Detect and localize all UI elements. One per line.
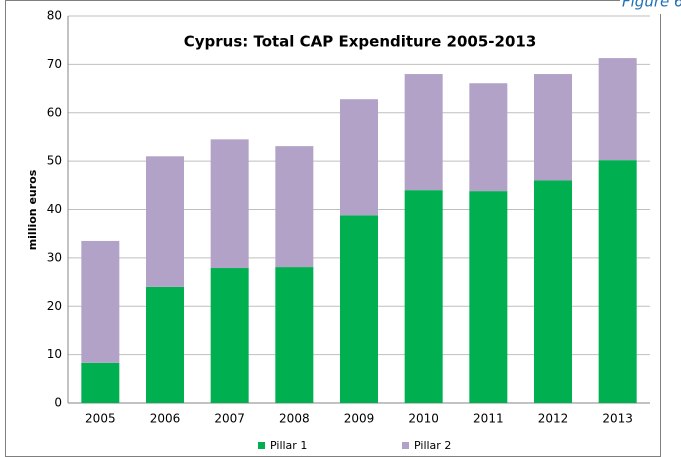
x-tick-label: 2013 [602, 412, 633, 426]
figure-label: Figure 6 [622, 0, 681, 11]
x-tick-label: 2005 [85, 412, 116, 426]
y-tick-label: 0 [54, 396, 62, 410]
bar-segment [534, 180, 572, 403]
bar-segment [210, 139, 249, 269]
x-tick-label: 2007 [214, 412, 245, 426]
legend-label: Pillar 2 [414, 439, 451, 452]
x-tick-label: 2009 [344, 412, 375, 426]
y-tick-label: 50 [47, 154, 62, 168]
y-tick-label: 10 [47, 347, 62, 361]
x-tick-label: 2008 [279, 412, 310, 426]
y-tick-label: 40 [47, 202, 62, 216]
bar-segment [275, 146, 314, 268]
legend-swatch [402, 442, 409, 449]
bar-segment [534, 74, 572, 181]
bar-segment [146, 156, 184, 287]
legend-label: Pillar 1 [270, 439, 307, 452]
y-tick-label: 30 [47, 250, 62, 264]
bar-segment [81, 240, 120, 363]
bar-segment [598, 160, 637, 403]
bar-segment [81, 362, 120, 403]
x-tick-label: 2010 [408, 412, 439, 426]
bar-segment [210, 268, 249, 403]
bar-segment [146, 286, 184, 403]
y-axis-label: million euros [26, 169, 39, 250]
bar-segment [469, 83, 508, 192]
x-tick-label: 2011 [473, 412, 504, 426]
chart-title: Cyprus: Total CAP Expenditure 2005-2013 [184, 33, 537, 51]
bar-segment [404, 74, 443, 191]
x-tick-label: 2012 [538, 412, 569, 426]
bar-segment [598, 58, 637, 161]
annotation-bg [620, 0, 681, 14]
x-tick-label: 2006 [150, 412, 181, 426]
y-tick-label: 70 [47, 57, 62, 71]
legend-swatch [258, 442, 265, 449]
bar-segment [469, 191, 508, 403]
bar-segment [404, 190, 443, 403]
bar-segment [275, 267, 314, 403]
bar-segment [340, 215, 378, 403]
bar-segment [340, 99, 378, 216]
y-tick-label: 80 [47, 9, 62, 23]
y-tick-label: 60 [47, 105, 62, 119]
y-tick-label: 20 [47, 299, 62, 313]
